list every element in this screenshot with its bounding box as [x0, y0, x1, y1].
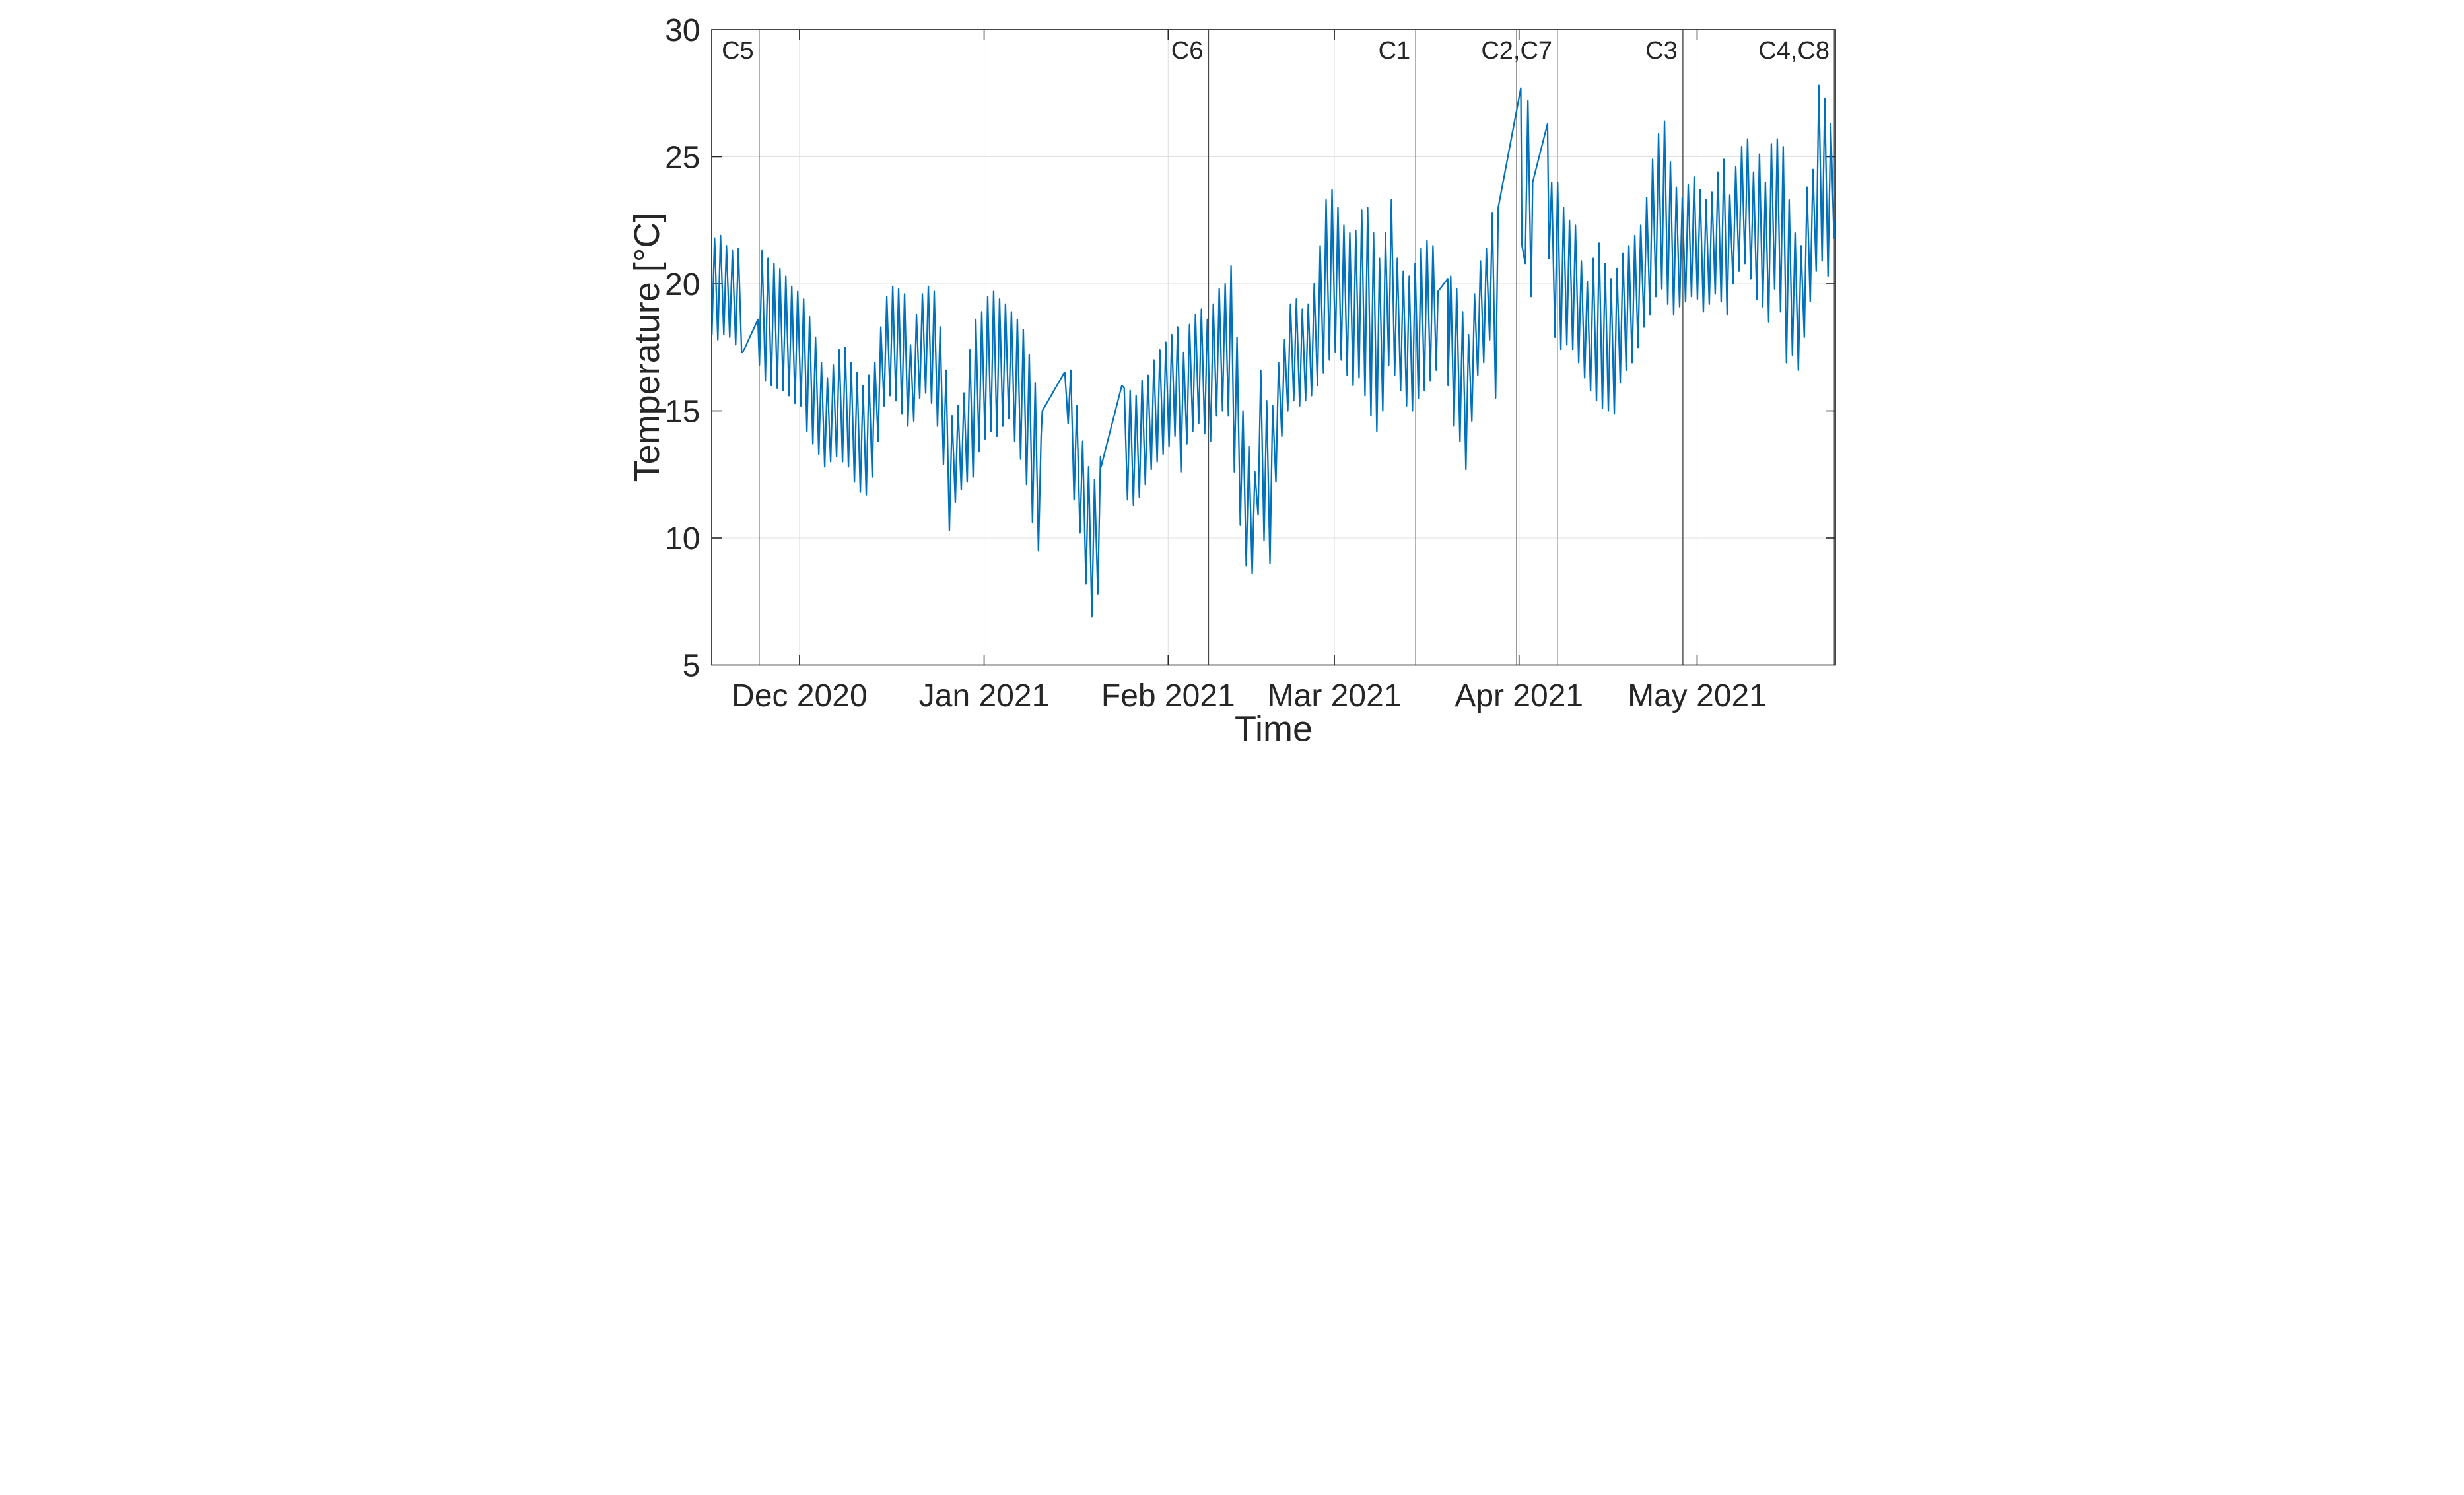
annotation-label-C6: C6 [1171, 37, 1204, 65]
y-axis-title: Temperature [°C] [627, 213, 667, 482]
y-tick-label: 25 [665, 141, 700, 176]
x-tick-label: Apr 2021 [1454, 679, 1583, 714]
temperature-series [712, 84, 1835, 618]
annotation-label-C1: C1 [1379, 37, 1411, 65]
x-axis-title: Time [1235, 710, 1313, 748]
annotation-label-C2,C7: C2,C7 [1481, 37, 1552, 65]
x-tick-label: Mar 2021 [1268, 679, 1402, 714]
x-tick-label: Feb 2021 [1101, 679, 1235, 714]
x-tick-label: Jan 2021 [919, 679, 1050, 714]
plot-area: 5 10 15 20 25 30 Dec 2020 Jan 2021 Feb 2021 Mar 2… [665, 13, 1836, 714]
y-tick-label: 10 [665, 521, 700, 556]
x-tick-label: May 2021 [1627, 679, 1767, 714]
annotation-label-C3: C3 [1645, 37, 1678, 65]
x-tick-label: Dec 2020 [732, 679, 867, 714]
annotation-label-C4,C8: C4,C8 [1758, 37, 1830, 65]
y-tick-label: 5 [683, 649, 701, 684]
y-tick-label: 20 [665, 267, 700, 302]
y-tick-label: 30 [665, 13, 700, 48]
temperature-chart: 5 10 15 20 25 30 Dec 2020 Jan 2021 Feb 2021 Mar 2… [627, 13, 1836, 748]
y-tick-label: 15 [665, 395, 700, 430]
plot-border [711, 29, 1836, 666]
annotation-label-C5: C5 [722, 37, 754, 65]
matlab-figure: 5 10 15 20 25 30 Dec 2020 Jan 2021 Feb 2021 Mar 2… [616, 0, 1848, 748]
